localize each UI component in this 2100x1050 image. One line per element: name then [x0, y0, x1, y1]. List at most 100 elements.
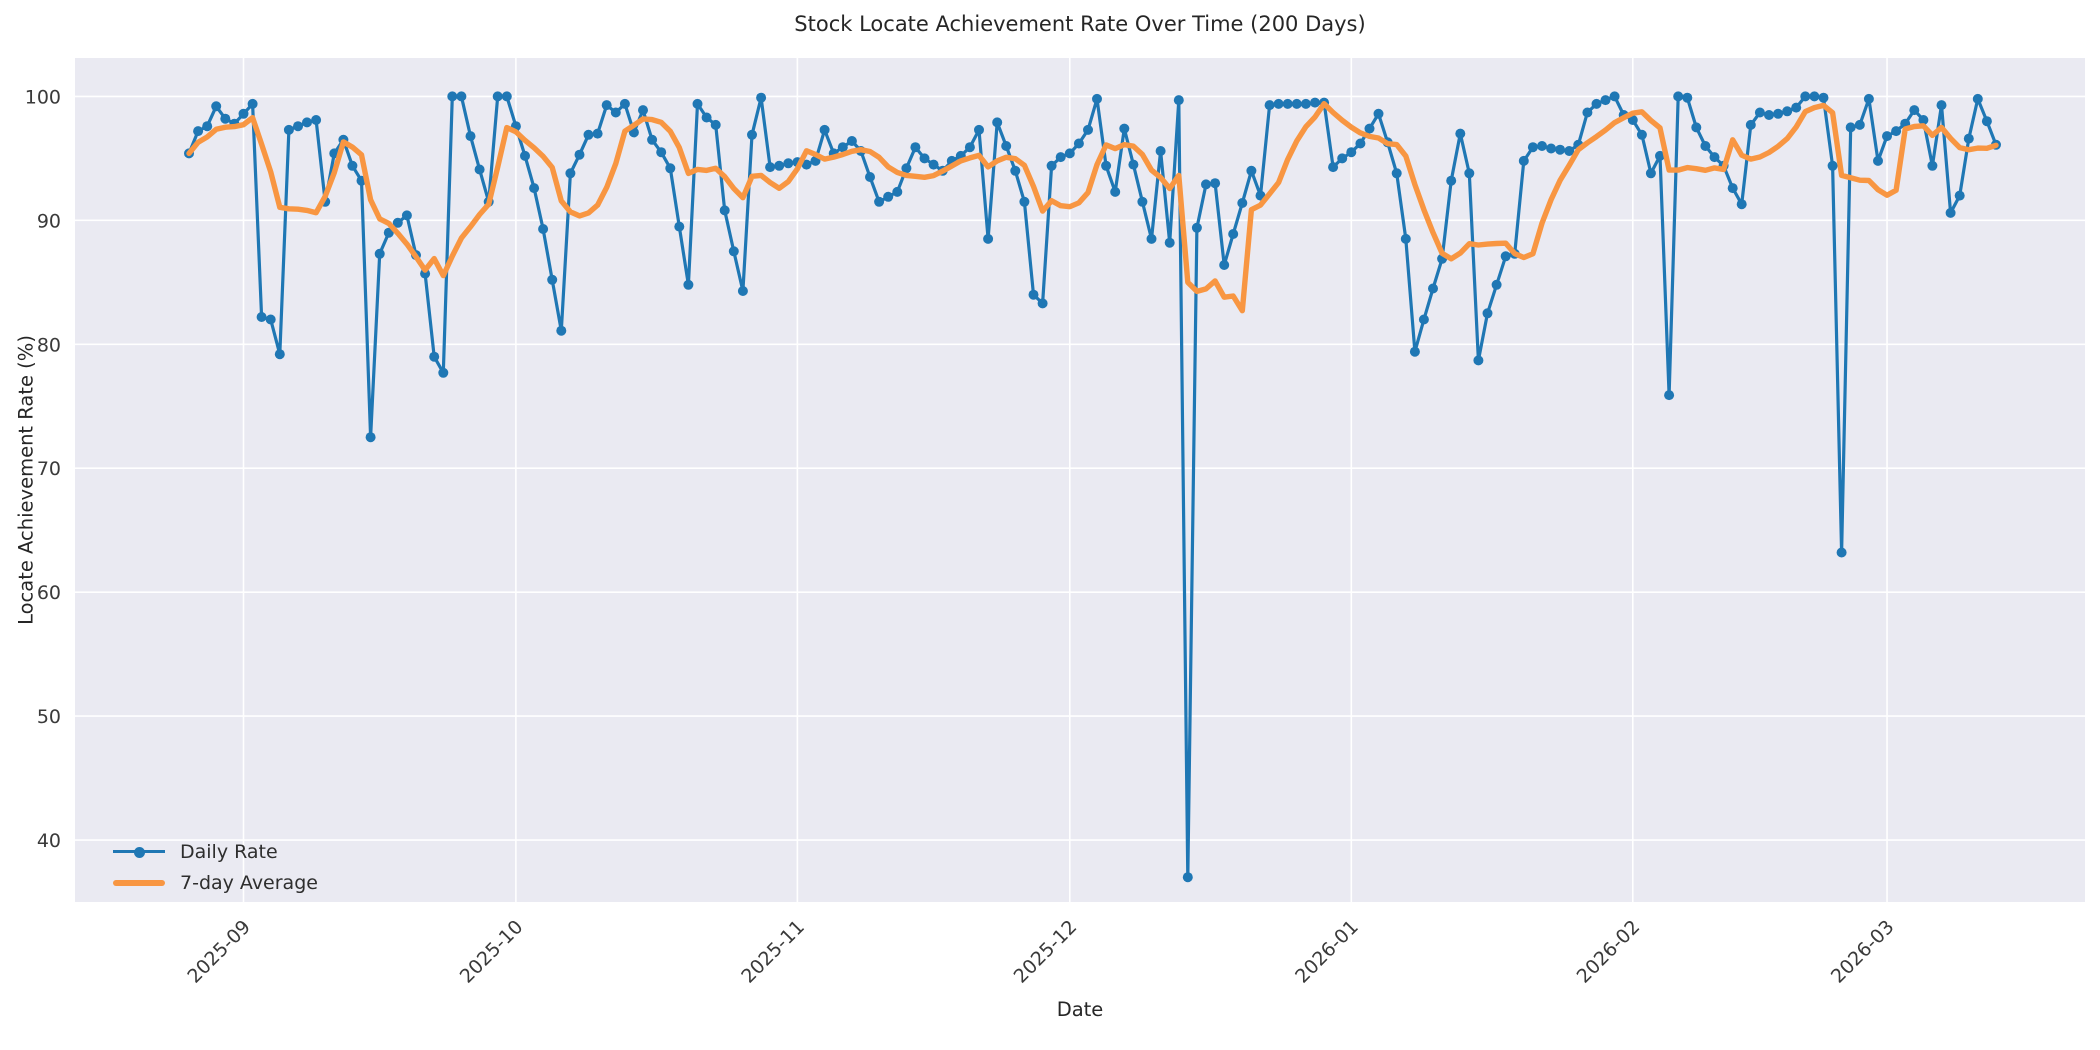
daily-rate-marker [1201, 179, 1211, 190]
daily-rate-marker [1600, 95, 1611, 106]
daily-rate-marker [247, 98, 258, 109]
legend-item-daily-rate: Daily Rate [113, 836, 318, 867]
daily-rate-marker [1591, 98, 1602, 109]
daily-rate-marker [1527, 142, 1538, 153]
daily-rate-line-swatch-icon [113, 846, 165, 858]
daily-rate-marker [1228, 229, 1239, 239]
daily-rate-marker [1836, 547, 1847, 558]
seven-day-average-line-swatch-icon [113, 877, 165, 889]
daily-rate-marker [1682, 92, 1693, 103]
daily-rate-marker [719, 205, 730, 216]
daily-rate-marker [447, 91, 458, 102]
daily-rate-marker [1981, 116, 1992, 127]
daily-rate-marker [892, 186, 903, 197]
daily-rate-marker [1773, 108, 1784, 119]
daily-rate-marker [1300, 98, 1311, 109]
daily-rate-marker [1954, 190, 1965, 201]
daily-rate-marker [1237, 198, 1248, 208]
daily-rate-marker [1809, 91, 1820, 102]
daily-rate-marker [1564, 146, 1575, 156]
legend-label-7day-average: 7-day Average [180, 871, 318, 894]
daily-rate-marker [1264, 100, 1275, 111]
y-tick-label: 40 [37, 830, 61, 852]
daily-rate-marker [774, 160, 785, 171]
daily-rate-marker [1037, 298, 1048, 309]
x-tick-label: 2025-09 [183, 916, 255, 988]
daily-rate-marker [220, 113, 231, 124]
daily-rate-marker [283, 124, 294, 135]
daily-rate-marker [1491, 279, 1502, 290]
daily-rate-marker [1337, 153, 1348, 164]
daily-rate-marker [1046, 160, 1057, 171]
daily-rate-marker [1455, 128, 1466, 139]
daily-rate-marker [438, 367, 449, 378]
daily-rate-marker [1664, 390, 1675, 401]
daily-rate-marker [765, 162, 776, 173]
daily-rate-marker [1537, 141, 1547, 151]
daily-rate-marker [647, 134, 658, 145]
daily-rate-marker [538, 224, 549, 234]
daily-rate-marker [474, 164, 485, 175]
daily-rate-marker [1655, 150, 1665, 161]
daily-rate-marker [819, 124, 830, 135]
daily-rate-marker [1709, 152, 1720, 163]
daily-rate-marker [238, 108, 249, 119]
daily-rate-marker [1246, 165, 1257, 176]
daily-rate-marker [1918, 115, 1929, 125]
daily-rate-marker [601, 100, 612, 111]
daily-rate-marker [638, 105, 648, 116]
daily-rate-marker [1409, 346, 1420, 357]
daily-rate-marker [1700, 141, 1711, 151]
daily-rate-marker [1555, 144, 1566, 155]
daily-rate-marker [1146, 233, 1157, 244]
daily-rate-marker [974, 124, 984, 135]
y-tick-label: 100 [25, 86, 61, 108]
daily-rate-marker [1854, 119, 1865, 130]
daily-rate-marker [983, 233, 994, 244]
daily-rate-marker [656, 147, 667, 158]
daily-rate-marker [1963, 133, 1974, 144]
daily-rate-marker [865, 172, 875, 182]
legend-label-daily-rate: Daily Rate [180, 840, 278, 863]
daily-rate-marker [583, 129, 594, 140]
daily-rate-marker [1155, 146, 1166, 156]
daily-rate-marker [347, 160, 358, 171]
daily-rate-marker [1428, 283, 1438, 294]
daily-rate-marker [383, 227, 394, 238]
daily-rate-marker [1673, 91, 1684, 102]
daily-rate-marker [1473, 355, 1484, 366]
legend-item-7day-average: 7-day Average [113, 867, 318, 898]
seven-day-average-line [186, 100, 1999, 314]
daily-rate-marker [710, 119, 721, 130]
daily-rate-marker [501, 91, 512, 102]
daily-rate-marker [964, 142, 975, 153]
daily-rate-marker [737, 286, 748, 296]
daily-rate-marker [1364, 123, 1375, 134]
daily-rate-marker [1400, 233, 1411, 244]
daily-rate-marker [311, 115, 322, 125]
daily-rate-marker [1282, 98, 1293, 109]
plot-area [75, 58, 2085, 902]
daily-rate-marker [302, 117, 312, 128]
daily-rate-marker [1110, 186, 1121, 197]
daily-rate-marker [883, 191, 894, 202]
daily-rate-marker [202, 121, 213, 132]
daily-rate-marker [529, 183, 540, 194]
daily-rate-marker [756, 92, 767, 103]
y-tick-label: 90 [37, 210, 61, 232]
daily-rate-marker [401, 210, 412, 221]
y-tick-label: 80 [37, 334, 61, 356]
daily-rate-marker [1827, 160, 1838, 171]
daily-rate-marker [910, 142, 921, 153]
daily-rate-marker [1464, 168, 1475, 179]
daily-rate-marker [265, 314, 276, 325]
daily-rate-marker [1582, 107, 1593, 118]
daily-rate-marker [801, 159, 812, 170]
daily-rate-marker [665, 163, 676, 174]
daily-rate-marker [456, 91, 467, 102]
daily-rate-marker [1219, 260, 1230, 270]
daily-rate-marker [1945, 207, 1956, 218]
daily-rate-marker [874, 196, 885, 207]
